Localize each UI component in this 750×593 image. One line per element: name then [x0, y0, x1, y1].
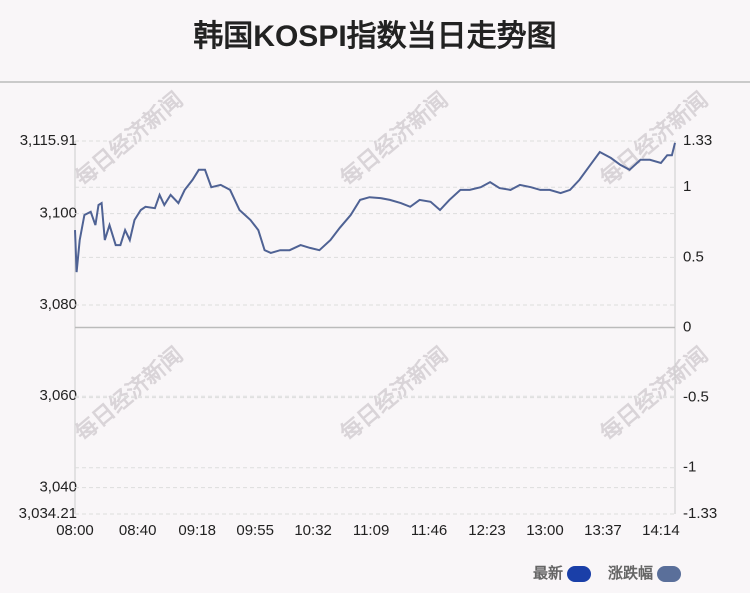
- y2-tick-label: 0.5: [683, 248, 704, 265]
- x-tick-label: 10:32: [294, 522, 332, 539]
- chart-title: 韩国KOSPI指数当日走势图: [193, 20, 556, 53]
- x-tick-label: 08:40: [119, 522, 157, 539]
- x-tick-label: 13:37: [584, 522, 622, 539]
- y-tick-label: 3,115.91: [20, 132, 77, 149]
- y-tick-label: 3,080: [39, 296, 77, 313]
- x-tick-label: 11:09: [353, 522, 389, 539]
- price-line: [74, 142, 676, 273]
- y-tick-label: 3,060: [39, 387, 77, 404]
- y2-tick-label: -1: [683, 459, 696, 476]
- x-tick-label: 09:18: [178, 522, 216, 539]
- legend-label: 最新: [533, 564, 563, 582]
- x-tick-label: 08:00: [56, 522, 94, 539]
- y2-tick-label: -0.5: [683, 389, 709, 406]
- x-tick-label: 13:00: [526, 522, 564, 539]
- y2-tick-label: -1.33: [683, 505, 717, 522]
- legend-label: 涨跌幅: [608, 564, 653, 582]
- y-tick-label: 3,100: [39, 205, 77, 222]
- x-tick-label: 12:23: [468, 522, 506, 539]
- y-tick-label: 3,040: [39, 479, 77, 496]
- x-tick-label: 14:14: [642, 522, 680, 539]
- legend-swatch: [657, 566, 682, 582]
- x-tick-label: 11:46: [411, 522, 447, 539]
- legend-swatch: [567, 566, 592, 582]
- y2-tick-label: 0: [683, 318, 691, 335]
- y-tick-label: 3,034.21: [19, 505, 77, 522]
- y2-tick-label: 1: [683, 178, 691, 195]
- x-tick-label: 09:55: [236, 522, 274, 539]
- y2-tick-label: 1.33: [683, 132, 712, 149]
